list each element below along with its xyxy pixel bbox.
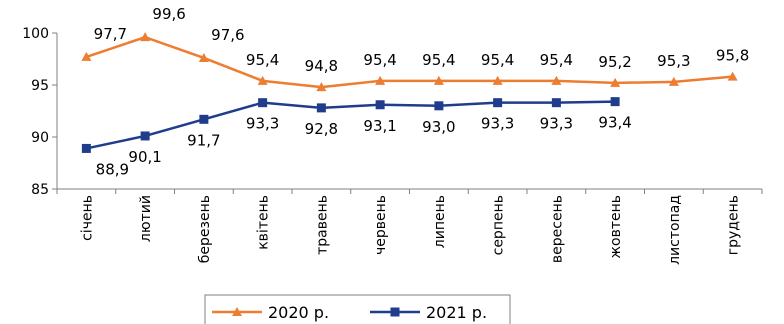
data-point-2020 — [316, 82, 327, 92]
x-tick-label: листопад — [667, 195, 683, 265]
legend-box — [204, 294, 511, 324]
y-tick-label: 95 — [31, 78, 49, 94]
series-line-2020 — [85, 35, 733, 89]
data-label: 95,4 — [246, 51, 279, 69]
x-tick-label: січень — [79, 195, 95, 241]
data-label: 97,6 — [211, 26, 244, 44]
data-point-2020 — [668, 76, 679, 86]
data-point-2021 — [375, 100, 385, 110]
x-tick-label: червень — [373, 195, 389, 255]
legend-label-2021: 2021 р. — [426, 303, 487, 322]
series-line-2021 — [86, 100, 616, 150]
data-label: 91,7 — [187, 131, 220, 149]
data-point-2020 — [433, 75, 444, 85]
data-label: 95,3 — [657, 52, 690, 70]
data-point-2020 — [727, 71, 738, 81]
data-label: 95,8 — [716, 47, 749, 65]
data-point-2020 — [140, 32, 151, 42]
data-label: 93,3 — [540, 115, 573, 133]
data-label: 93,0 — [422, 118, 455, 136]
data-label: 94,8 — [305, 57, 338, 75]
x-tick-label: березень — [197, 195, 213, 263]
data-point-2021 — [316, 103, 326, 113]
data-point-2020 — [198, 52, 209, 62]
data-point-2020 — [492, 75, 503, 85]
legend: 2020 р. 2021 р. — [204, 294, 511, 324]
data-point-2021 — [199, 114, 209, 124]
y-axis-ticks: 85 90 95 100 — [22, 26, 57, 198]
data-label: 95,4 — [481, 51, 514, 69]
series-markers — [81, 32, 738, 153]
x-tick-label: грудень — [726, 195, 742, 255]
data-label: 93,1 — [363, 117, 396, 135]
data-point-2021 — [81, 143, 91, 153]
data-point-2020 — [81, 51, 92, 61]
x-tick-label: серпень — [491, 195, 507, 255]
data-point-2021 — [610, 97, 620, 107]
data-label: 95,2 — [598, 53, 631, 71]
data-label: 97,7 — [94, 25, 127, 43]
data-label: 95,4 — [540, 51, 573, 69]
series-lines — [85, 35, 733, 150]
x-axis-ticks: січень лютий березень квітень травень червень… — [56, 189, 763, 265]
x-tick-label: липень — [432, 195, 448, 248]
legend-label-2020: 2020 р. — [268, 303, 329, 322]
data-point-2021 — [434, 101, 444, 111]
data-label: 92,8 — [305, 120, 338, 138]
y-tick-label: 90 — [31, 130, 49, 146]
data-point-2020 — [551, 75, 562, 85]
data-point-2020 — [375, 75, 386, 85]
data-point-2021 — [551, 98, 561, 108]
data-point-2021 — [258, 98, 268, 108]
x-tick-label: квітень — [256, 195, 272, 250]
data-label: 93,3 — [481, 115, 514, 133]
data-point-2020 — [610, 77, 621, 87]
y-tick-label: 100 — [22, 26, 49, 42]
legend-marker-2020 — [232, 307, 242, 316]
data-label: 95,4 — [422, 51, 455, 69]
data-label: 88,9 — [96, 160, 129, 178]
data-point-2021 — [140, 131, 150, 141]
data-label: 99,6 — [152, 5, 185, 23]
data-label: 90,1 — [128, 148, 161, 166]
data-label: 93,4 — [598, 114, 631, 132]
x-tick-label: лютий — [138, 195, 154, 242]
legend-marker-2021 — [390, 307, 400, 317]
x-tick-label: вересень — [549, 195, 565, 263]
data-labels: 97,799,697,695,4 94,8 95,4 95,4 95,4 95,4 95,2… — [94, 5, 750, 178]
y-tick-label: 85 — [31, 182, 49, 198]
data-label: 93,3 — [246, 115, 279, 133]
data-point-2021 — [493, 98, 503, 108]
data-point-2020 — [257, 75, 268, 85]
x-tick-label: жовтень — [608, 195, 624, 259]
data-label: 95,4 — [363, 51, 396, 69]
x-tick-label: травень — [314, 195, 330, 255]
